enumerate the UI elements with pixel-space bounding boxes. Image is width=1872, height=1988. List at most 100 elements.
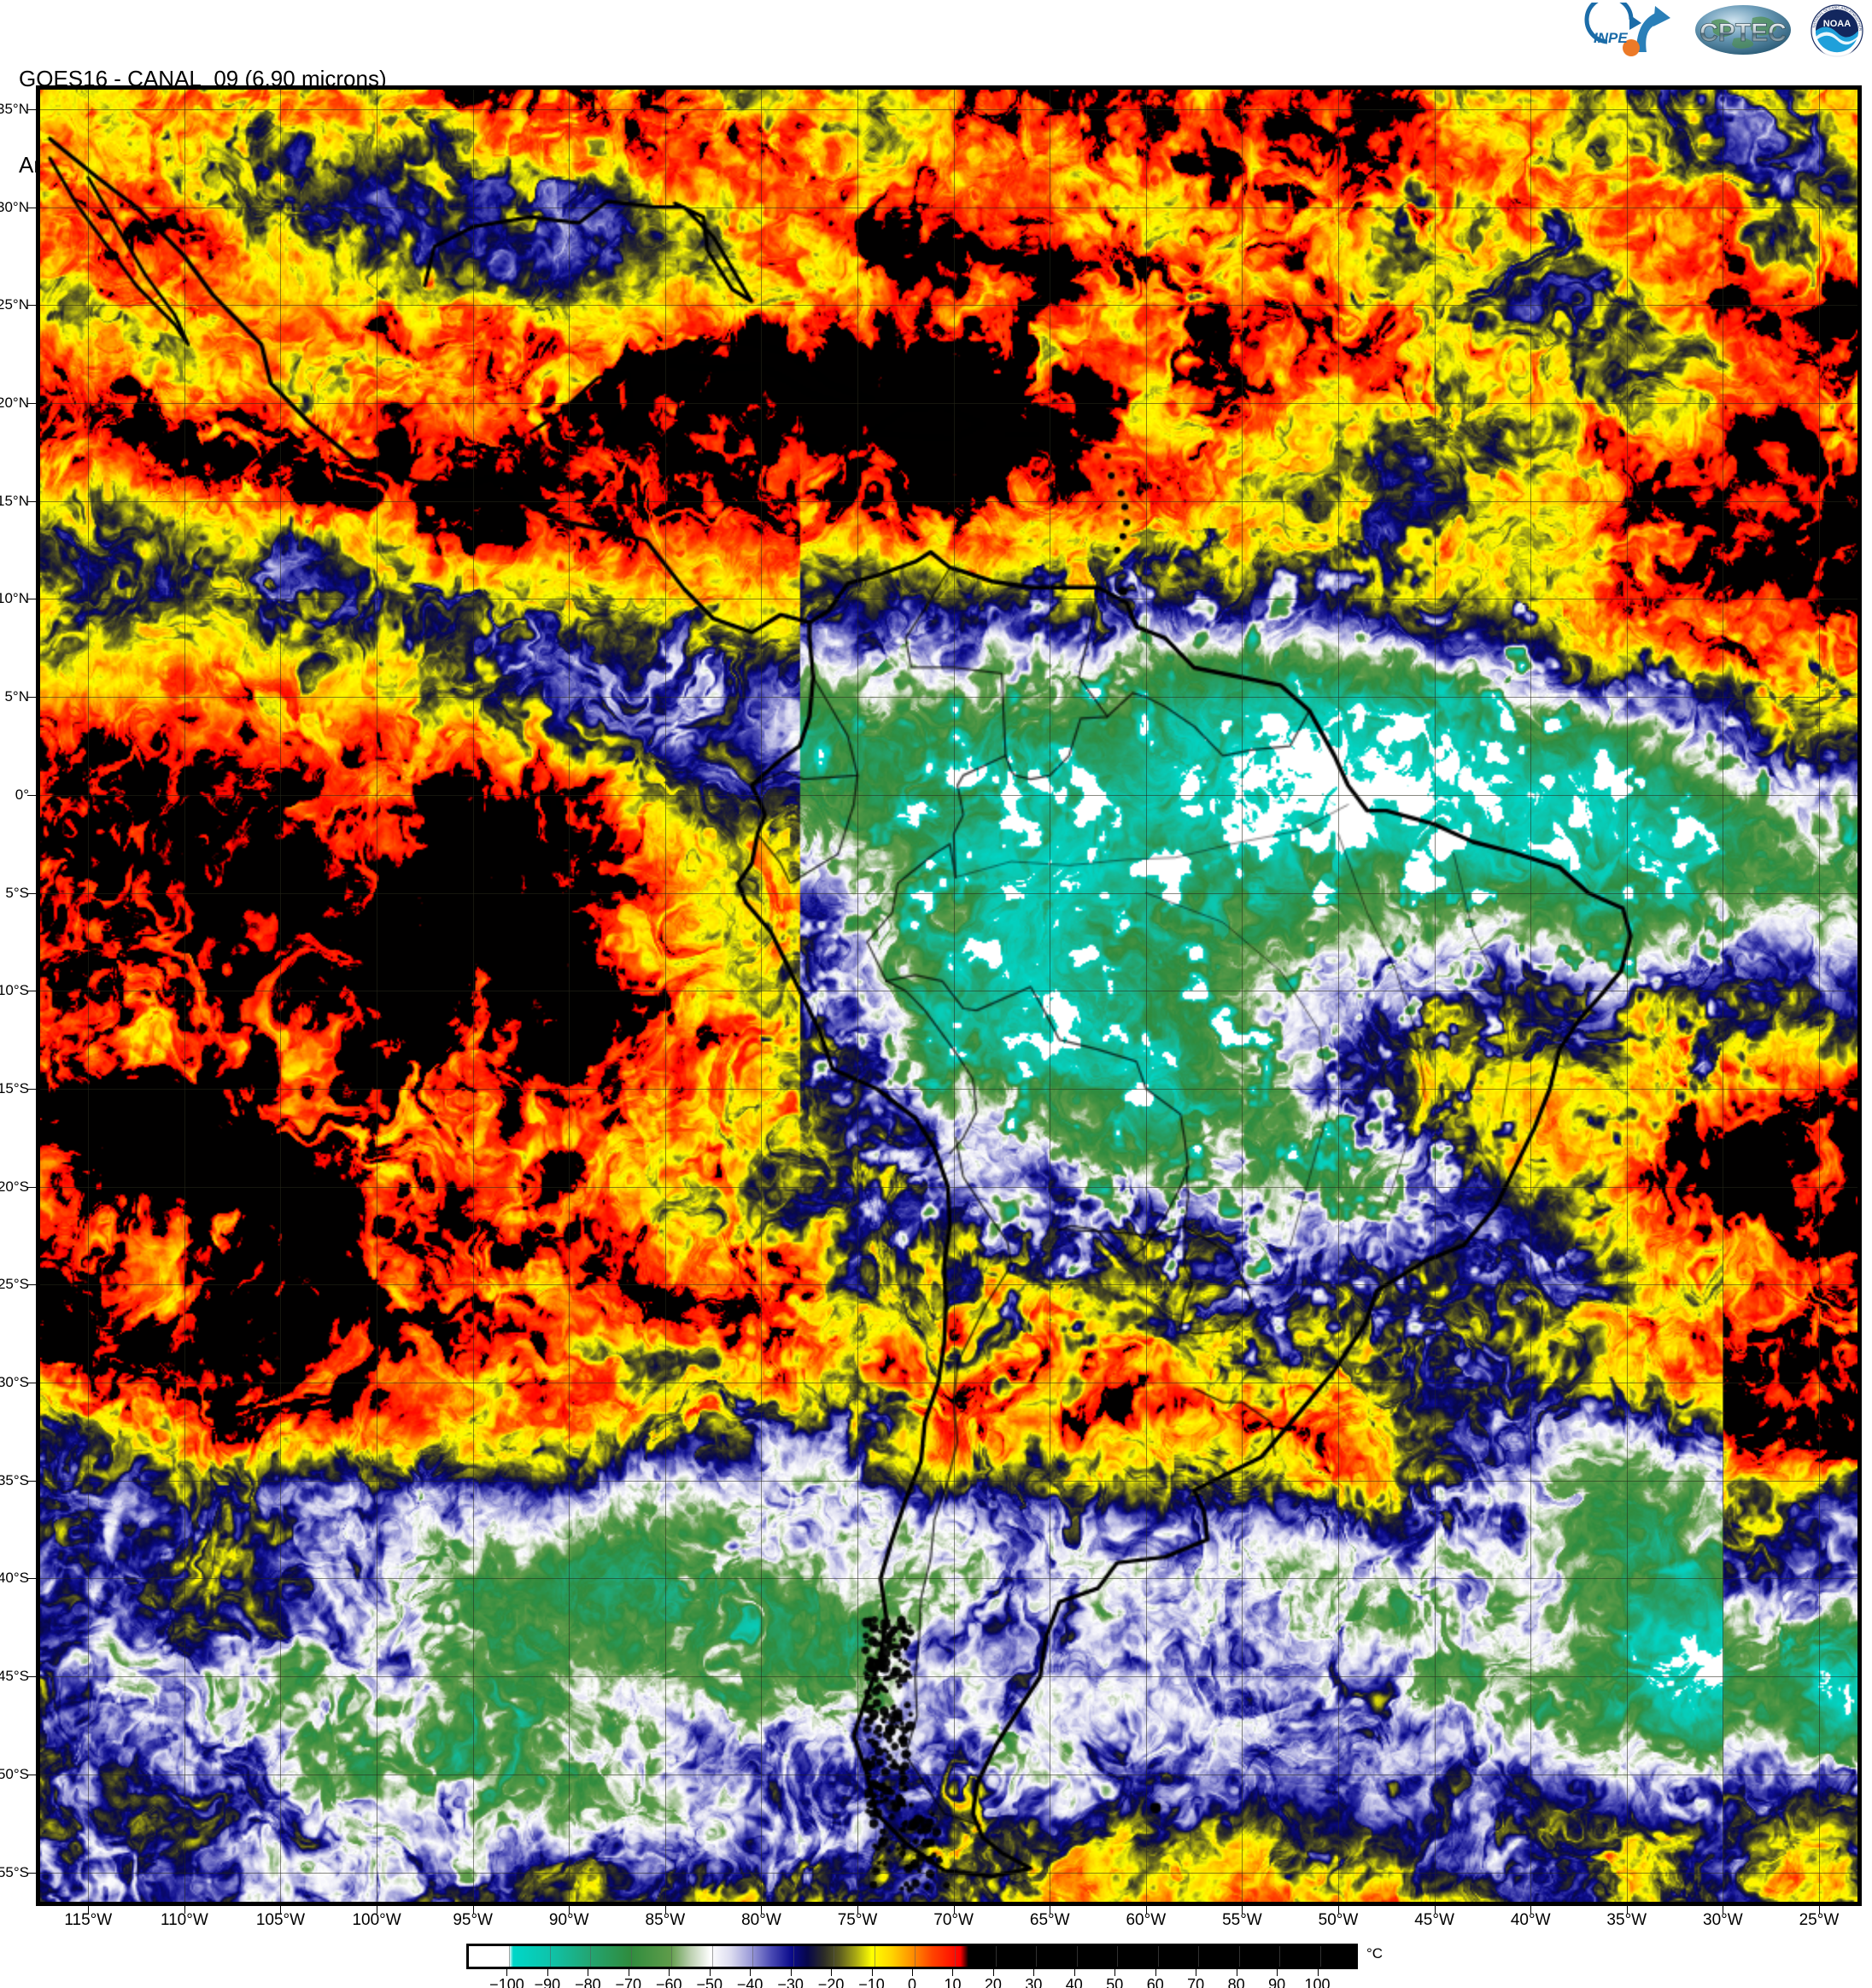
lon-tick-label: 75°W bbox=[837, 1911, 878, 1929]
colorbar-inner-divider bbox=[711, 1946, 713, 1967]
lon-tick-label: 40°W bbox=[1510, 1911, 1551, 1929]
lat-tick-label: 10°S bbox=[0, 982, 29, 999]
lat-tick-mark bbox=[27, 794, 36, 796]
colorbar bbox=[466, 1944, 1358, 1969]
colorbar-inner-divider bbox=[1198, 1946, 1200, 1967]
lat-tick-mark bbox=[27, 1186, 36, 1188]
lon-tick-mark bbox=[1530, 1906, 1532, 1914]
inpe-logo: INPE bbox=[1584, 3, 1670, 56]
lon-tick-label: 25°W bbox=[1799, 1911, 1840, 1929]
lon-tick-mark bbox=[857, 1906, 859, 1914]
colorbar-inner-divider bbox=[630, 1946, 632, 1967]
lon-tick-label: 110°W bbox=[160, 1911, 208, 1929]
lon-tick-mark bbox=[664, 1906, 666, 1914]
colorbar-tick-label: −100 bbox=[489, 1976, 524, 1988]
colorbar-inner-divider bbox=[955, 1946, 956, 1967]
lon-tick-label: 45°W bbox=[1414, 1911, 1454, 1929]
lat-tick-label: 40°S bbox=[0, 1570, 29, 1587]
colorbar-tick-mark bbox=[750, 1969, 752, 1976]
cptec-logo: CPTEC bbox=[1695, 5, 1791, 55]
lat-tick-mark bbox=[27, 697, 36, 699]
lon-tick-mark bbox=[953, 1906, 955, 1914]
logo-strip: INPE CPTEC bbox=[1582, 2, 1865, 60]
colorbar-tick-label: 20 bbox=[984, 1976, 1002, 1988]
colorbar-tick-label: 10 bbox=[944, 1976, 962, 1988]
colorbar-tick-mark bbox=[1155, 1969, 1156, 1976]
lon-tick-label: 100°W bbox=[352, 1911, 401, 1929]
colorbar-gradient-fill bbox=[469, 1946, 1355, 1967]
lon-tick-mark bbox=[761, 1906, 763, 1914]
lon-tick-label: 35°W bbox=[1606, 1911, 1647, 1929]
colorbar-tick-label: −10 bbox=[858, 1976, 885, 1988]
lat-tick-mark bbox=[27, 1480, 36, 1482]
lon-tick-mark bbox=[184, 1906, 185, 1914]
lat-tick-label: 50°S bbox=[0, 1765, 29, 1782]
colorbar-tick-label: 100 bbox=[1304, 1976, 1331, 1988]
lon-tick-mark bbox=[280, 1906, 282, 1914]
colorbar-tick-label: 90 bbox=[1268, 1976, 1286, 1988]
lon-tick-mark bbox=[88, 1906, 90, 1914]
colorbar-tick-mark bbox=[831, 1969, 833, 1976]
colorbar-tick-label: 30 bbox=[1025, 1976, 1043, 1988]
colorbar-tick-label: −40 bbox=[736, 1976, 763, 1988]
colorbar-tick-mark bbox=[871, 1969, 873, 1976]
lon-tick-label: 55°W bbox=[1222, 1911, 1262, 1929]
lon-tick-mark bbox=[569, 1906, 570, 1914]
colorbar-tick-label: −60 bbox=[655, 1976, 682, 1988]
lat-tick-mark bbox=[27, 1872, 36, 1874]
lon-tick-label: 50°W bbox=[1318, 1911, 1359, 1929]
lat-tick-label: 35°S bbox=[0, 1471, 29, 1488]
colorbar-tick-mark bbox=[669, 1969, 670, 1976]
colorbar-tick-label: −50 bbox=[696, 1976, 722, 1988]
colorbar-tick-label: −80 bbox=[575, 1976, 601, 1988]
colorbar-inner-divider bbox=[752, 1946, 754, 1967]
lat-tick-label: 5°S bbox=[5, 884, 29, 901]
colorbar-tick-label: 50 bbox=[1106, 1976, 1124, 1988]
colorbar-tick-label: 80 bbox=[1227, 1976, 1245, 1988]
lon-tick-mark bbox=[1818, 1906, 1820, 1914]
lat-tick-label: 55°S bbox=[0, 1863, 29, 1880]
colorbar-tick-label: 40 bbox=[1065, 1976, 1083, 1988]
colorbar-tick-mark bbox=[709, 1969, 711, 1976]
lon-tick-label: 85°W bbox=[645, 1911, 686, 1929]
lat-tick-label: 10°N bbox=[0, 590, 29, 607]
lon-tick-mark bbox=[1434, 1906, 1436, 1914]
satellite-map[interactable] bbox=[36, 85, 1862, 1906]
lon-tick-label: 115°W bbox=[64, 1911, 113, 1929]
colorbar-inner-divider bbox=[1036, 1946, 1038, 1967]
lon-tick-mark bbox=[1242, 1906, 1243, 1914]
lon-tick-label: 30°W bbox=[1703, 1911, 1743, 1929]
lon-tick-mark bbox=[1338, 1906, 1339, 1914]
colorbar-tick-label: −30 bbox=[777, 1976, 804, 1988]
colorbar-tick-label: −20 bbox=[817, 1976, 845, 1988]
lat-tick-mark bbox=[27, 108, 36, 110]
svg-text:INPE: INPE bbox=[1594, 30, 1628, 46]
lat-tick-label: 30°N bbox=[0, 198, 29, 215]
lon-tick-label: 60°W bbox=[1126, 1911, 1167, 1929]
colorbar-inner-divider bbox=[549, 1946, 551, 1967]
lon-tick-label: 65°W bbox=[1029, 1911, 1070, 1929]
colorbar-inner-divider bbox=[915, 1946, 916, 1967]
lon-tick-label: 80°W bbox=[741, 1911, 781, 1929]
colorbar-tick-mark bbox=[1073, 1969, 1075, 1976]
colorbar-tick-mark bbox=[1033, 1969, 1035, 1976]
lat-tick-mark bbox=[27, 1088, 36, 1090]
colorbar-inner-divider bbox=[1279, 1946, 1281, 1967]
colorbar-unit-label: °C bbox=[1366, 1945, 1384, 1962]
colorbar-inner-divider bbox=[509, 1946, 511, 1967]
lon-tick-label: 90°W bbox=[548, 1911, 589, 1929]
colorbar-inner-divider bbox=[1238, 1946, 1240, 1967]
colorbar-gradient bbox=[466, 1944, 1358, 1969]
lon-tick-label: 95°W bbox=[453, 1911, 493, 1929]
lat-tick-label: 15°S bbox=[0, 1079, 29, 1096]
lat-tick-label: 15°N bbox=[0, 492, 29, 509]
colorbar-inner-divider bbox=[1157, 1946, 1159, 1967]
colorbar-tick-mark bbox=[952, 1969, 954, 1976]
lat-tick-mark bbox=[27, 305, 36, 307]
lat-tick-label: 5°N bbox=[4, 688, 29, 705]
colorbar-tick-mark bbox=[547, 1969, 548, 1976]
lon-tick-label: 105°W bbox=[255, 1911, 306, 1929]
lat-tick-label: 30°S bbox=[0, 1374, 29, 1391]
lat-tick-mark bbox=[27, 500, 36, 502]
colorbar-inner-divider bbox=[793, 1946, 794, 1967]
